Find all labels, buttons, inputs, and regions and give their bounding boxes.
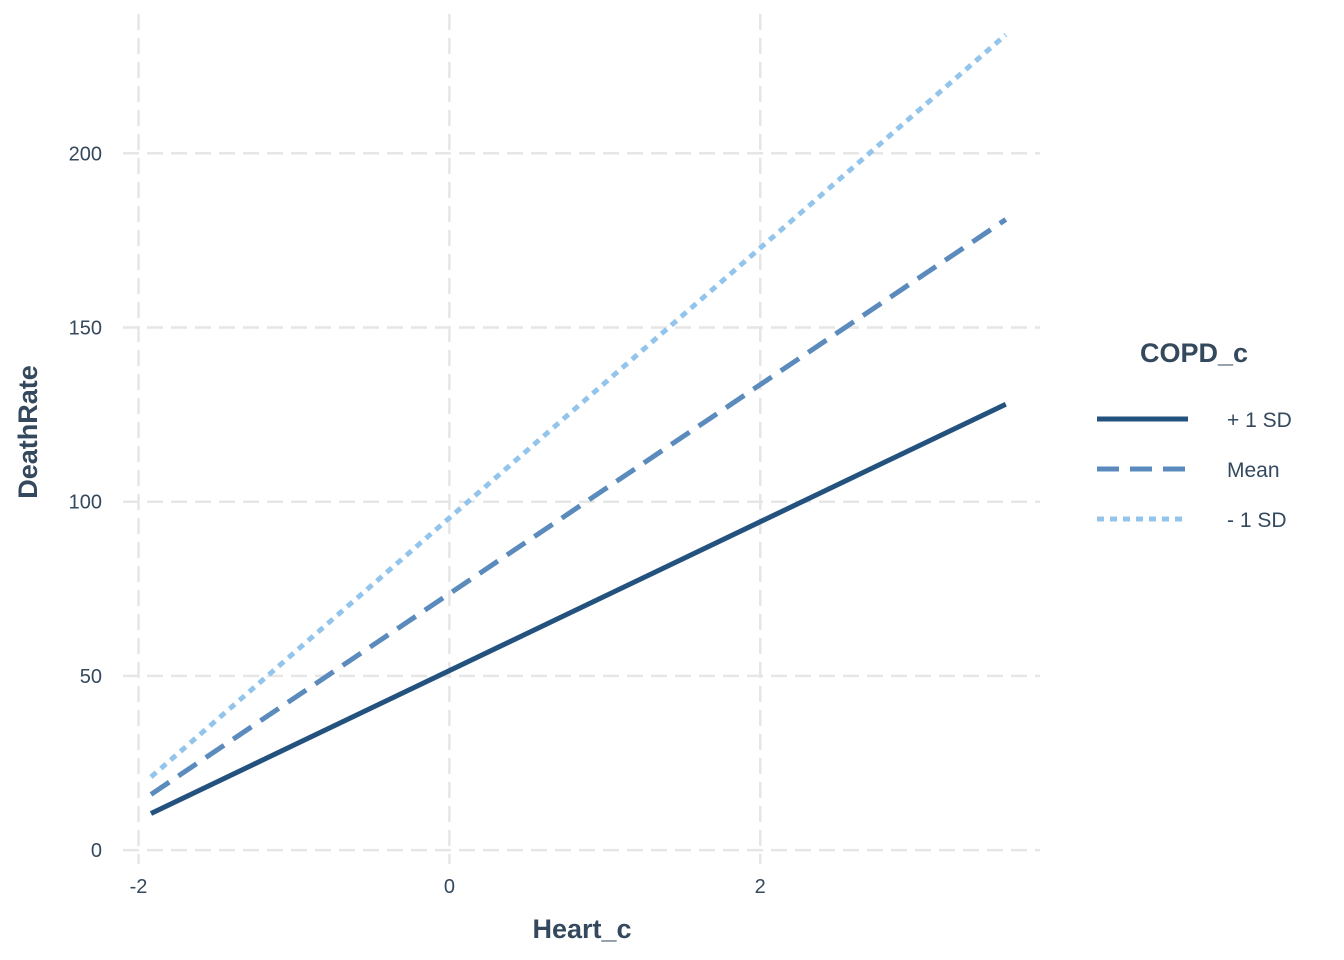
legend-label: + 1 SD xyxy=(1227,409,1292,432)
legend-label: Mean xyxy=(1227,459,1280,482)
y-tick-label: 150 xyxy=(69,318,102,340)
legend-label: - 1 SD xyxy=(1227,509,1287,532)
series-lines xyxy=(149,32,1008,816)
x-tick-label: 2 xyxy=(755,876,766,898)
series-line xyxy=(149,32,1008,779)
y-tick-label: 100 xyxy=(69,492,102,514)
y-tick-label: 50 xyxy=(80,666,102,688)
y-tick-label: 200 xyxy=(69,143,102,165)
legend: COPD_c + 1 SD Mean - 1 SD xyxy=(1097,338,1292,532)
legend-items: + 1 SD Mean - 1 SD xyxy=(1097,409,1292,532)
y-tick-label: 0 xyxy=(91,840,102,862)
series-line xyxy=(149,217,1008,797)
x-gridlines xyxy=(137,14,762,864)
legend-title: COPD_c xyxy=(1140,338,1248,368)
y-tick-labels: 0 50 100 150 200 xyxy=(69,143,102,862)
series-line xyxy=(149,401,1007,816)
x-tick-label: 0 xyxy=(444,876,455,898)
x-tick-labels: -2 0 2 xyxy=(130,876,766,898)
y-axis-title: DeathRate xyxy=(13,365,43,499)
x-tick-label: -2 xyxy=(130,876,148,898)
y-gridlines xyxy=(123,152,1040,852)
x-axis-title: Heart_c xyxy=(532,914,631,944)
